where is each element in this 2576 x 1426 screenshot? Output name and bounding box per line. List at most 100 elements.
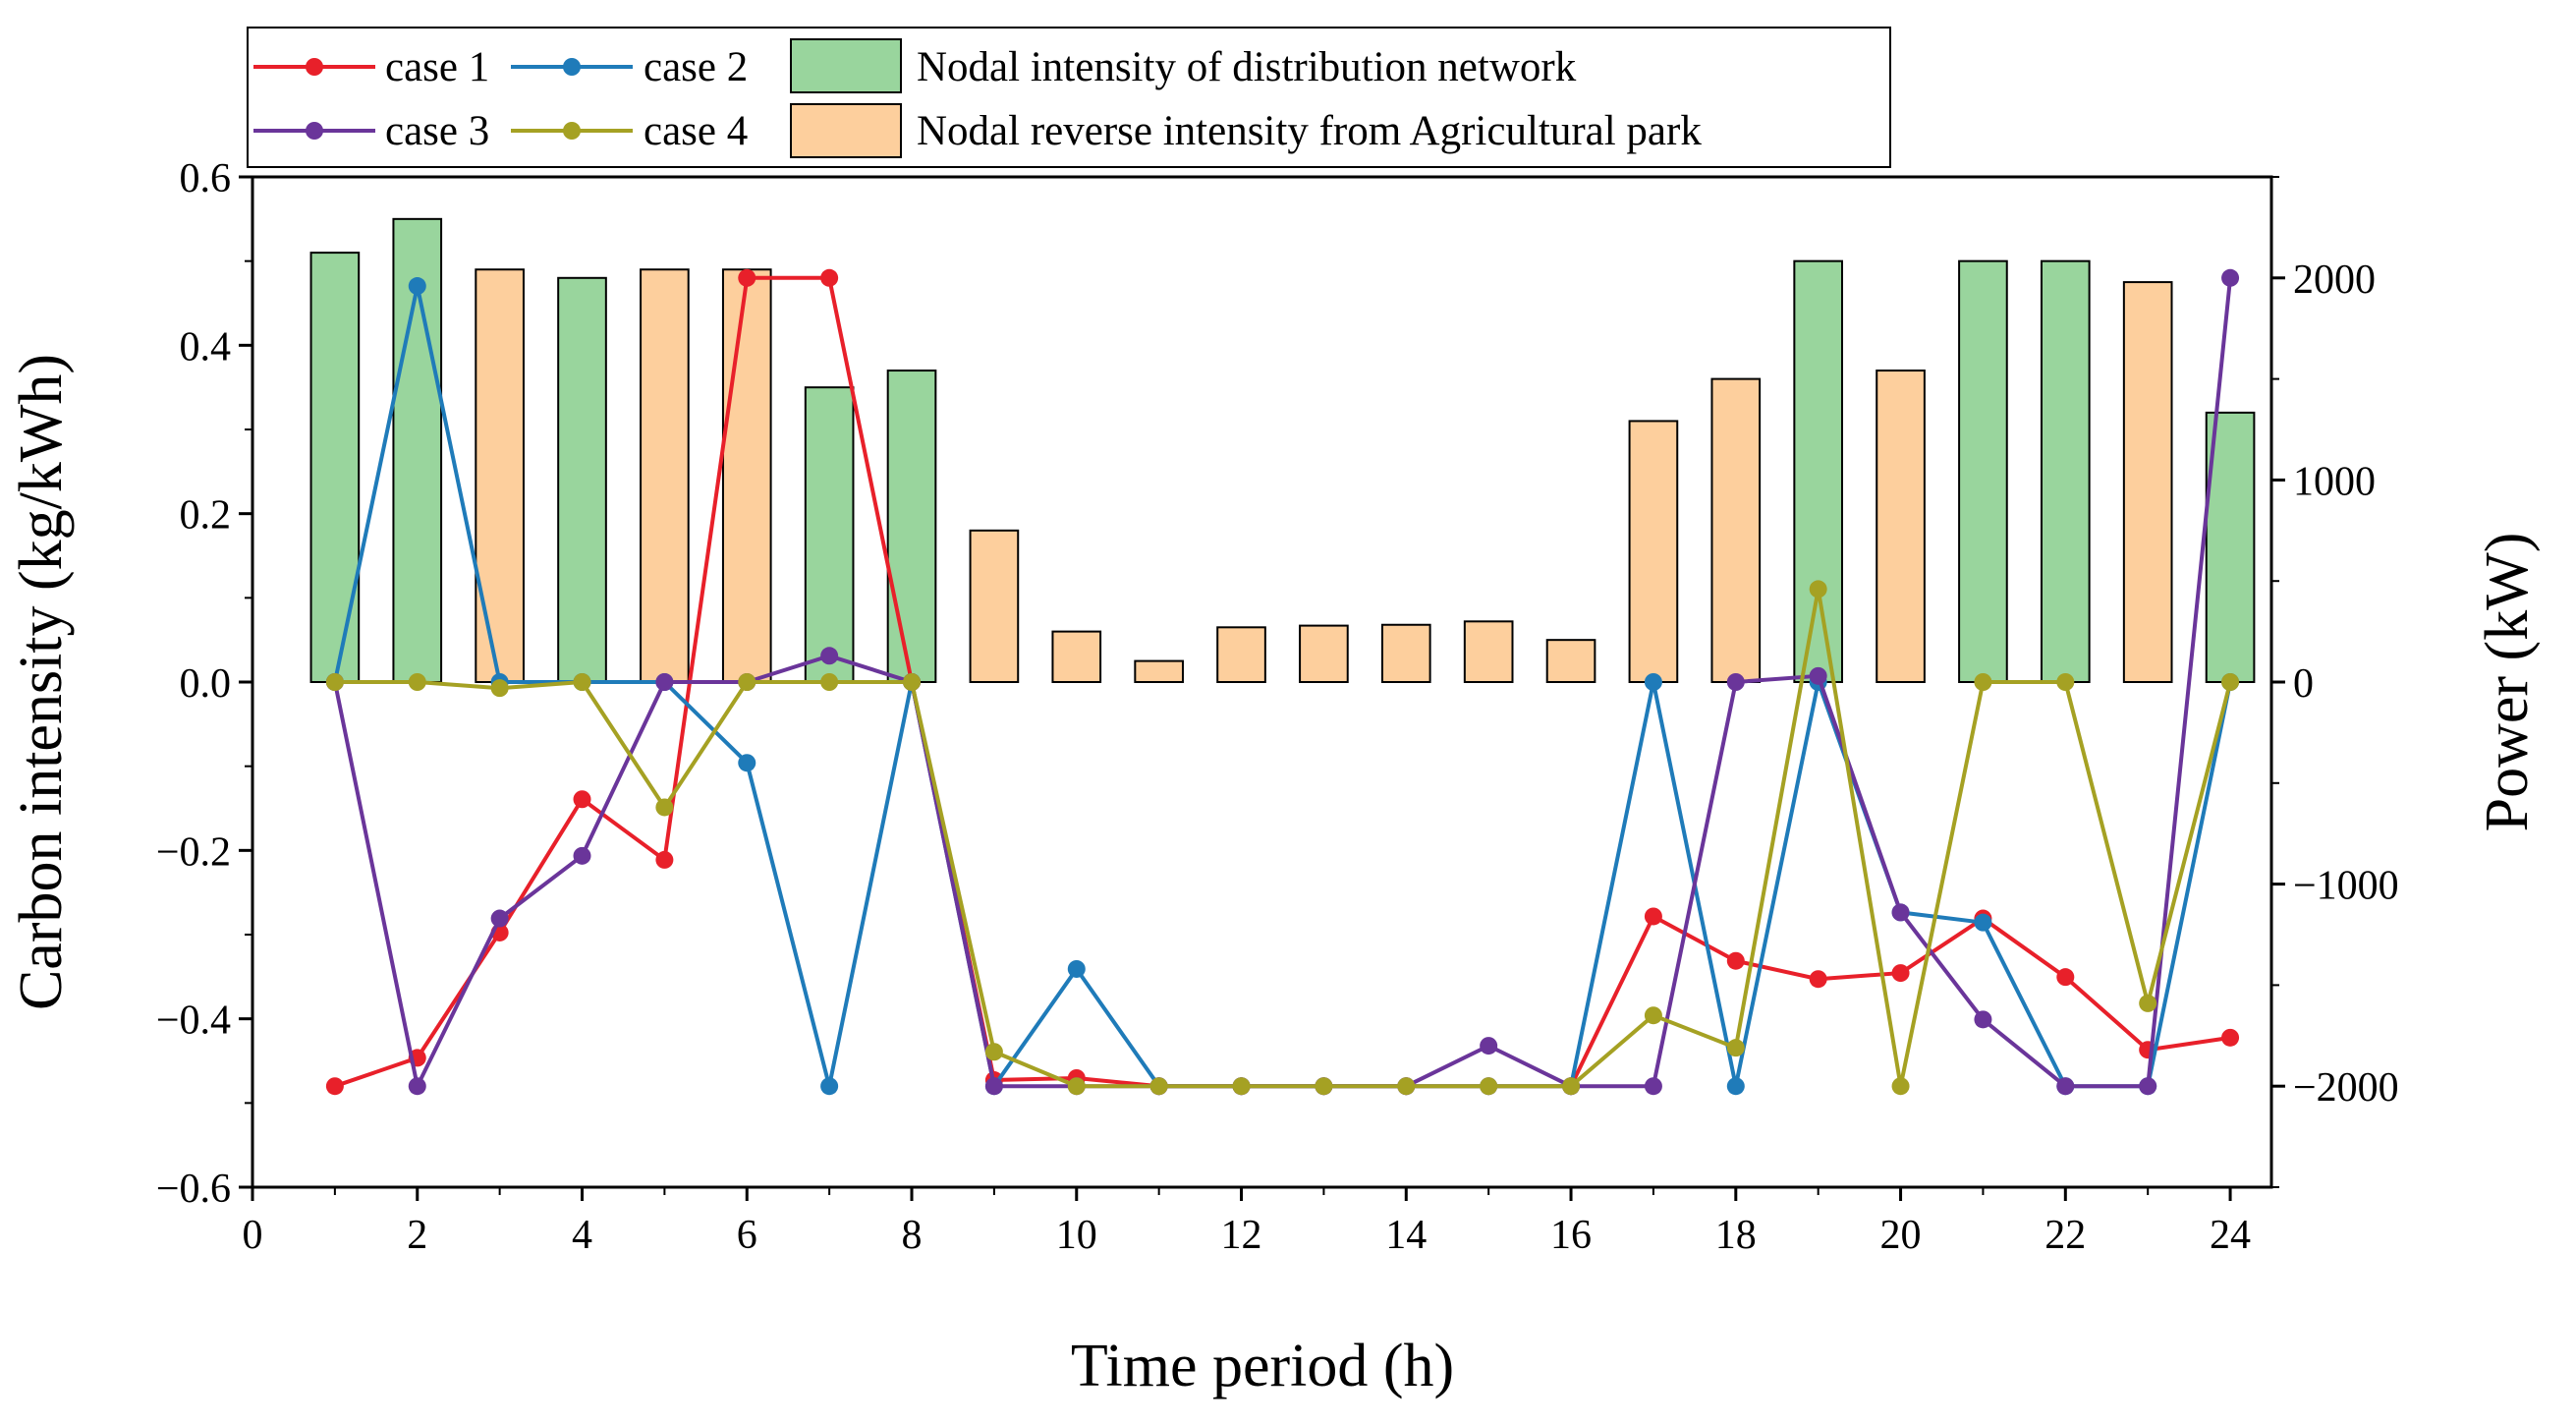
legend-item-nodal-reverse-intensity: Nodal reverse intensity from Agricultura…	[790, 103, 1702, 158]
point-case-3-21	[1974, 1010, 1992, 1029]
point-case-1-1	[325, 1077, 344, 1096]
y-left-tick-label-0: −0.6	[156, 1167, 231, 1212]
bar-nodal-reverse-intensity-from-agricultural-park-16	[1545, 639, 1596, 684]
point-case-4-11	[1149, 1077, 1168, 1096]
bar-nodal-reverse-intensity-from-agricultural-park-14	[1380, 623, 1431, 683]
point-case-1-5	[655, 850, 674, 869]
series-line-case-2	[332, 285, 2233, 1092]
point-case-4-3	[490, 679, 509, 698]
bar-nodal-intensity-of-distribution-network-2	[392, 217, 443, 683]
point-case-3-23	[2139, 1077, 2157, 1096]
point-case-3-7	[820, 647, 839, 665]
y-right-tick-label-1: −1000	[2293, 864, 2399, 909]
point-case-3-22	[2056, 1077, 2075, 1096]
bar-nodal-reverse-intensity-from-agricultural-park-12	[1216, 626, 1266, 683]
legend-label-nodal-reverse-intensity: Nodal reverse intensity from Agricultura…	[917, 108, 1702, 154]
x-tick-label-16: 16	[1550, 1213, 1592, 1258]
point-case-1-7	[820, 268, 839, 287]
y-right-tick-label-3: 1000	[2293, 459, 2376, 504]
point-case-1-24	[2221, 1028, 2240, 1047]
legend-item-case-4: case 4	[511, 108, 748, 154]
point-case-3-20	[1891, 903, 1910, 922]
point-case-4-21	[1974, 673, 1992, 691]
legend-box	[247, 27, 1891, 168]
point-case-4-20	[1891, 1077, 1910, 1096]
bar-nodal-intensity-of-distribution-network-4	[557, 276, 607, 683]
point-case-4-24	[2221, 673, 2240, 691]
x-axis-title: Time period (h)	[1071, 1333, 1454, 1399]
bars-layer	[309, 217, 2256, 684]
point-case-2-10	[1067, 959, 1086, 978]
bar-nodal-intensity-of-distribution-network-1	[309, 252, 361, 683]
y-right-tick-label-2: 0	[2293, 661, 2314, 707]
point-case-4-9	[984, 1043, 1003, 1061]
point-case-1-20	[1891, 964, 1910, 983]
bar-nodal-reverse-intensity-from-agricultural-park-17	[1628, 420, 1679, 683]
legend-item-nodal-intensity: Nodal intensity of distribution network	[790, 38, 1577, 93]
bar-nodal-intensity-of-distribution-network-24	[2205, 411, 2256, 683]
x-tick-label-24: 24	[2210, 1213, 2251, 1258]
bar-nodal-reverse-intensity-from-agricultural-park-23	[2122, 281, 2173, 683]
point-case-1-4	[573, 790, 591, 809]
point-case-1-17	[1644, 907, 1662, 926]
point-case-3-9	[984, 1077, 1003, 1096]
legend-item-case-2: case 2	[511, 44, 748, 90]
point-case-4-17	[1644, 1006, 1662, 1025]
point-case-4-8	[903, 673, 922, 691]
point-case-3-5	[655, 673, 674, 691]
point-case-4-10	[1067, 1077, 1086, 1096]
point-case-1-18	[1726, 951, 1745, 970]
point-case-4-1	[325, 673, 344, 691]
legend-label-case-2: case 2	[644, 44, 748, 90]
point-case-1-19	[1809, 970, 1827, 989]
x-tick-label-12: 12	[1221, 1213, 1262, 1258]
point-case-4-2	[408, 673, 426, 691]
bar-nodal-intensity-of-distribution-network-21	[1958, 259, 2008, 683]
legend-item-case-1: case 1	[253, 44, 489, 90]
bar-nodal-reverse-intensity-from-agricultural-park-6	[721, 268, 772, 683]
point-case-3-15	[1480, 1037, 1498, 1055]
bar-nodal-reverse-intensity-from-agricultural-park-15	[1463, 620, 1514, 684]
bar-nodal-reverse-intensity-from-agricultural-park-18	[1710, 377, 1762, 683]
bar-nodal-intensity-of-distribution-network-19	[1793, 259, 1843, 683]
x-tick-label-2: 2	[407, 1213, 427, 1258]
point-case-4-7	[820, 673, 839, 691]
point-case-4-23	[2139, 994, 2157, 1012]
y-left-tick-label-3: 0.0	[180, 661, 232, 707]
point-case-4-4	[573, 673, 591, 691]
x-tick-label-22: 22	[2044, 1213, 2086, 1258]
y-right-tick-label-4: 2000	[2293, 257, 2376, 303]
bar-nodal-reverse-intensity-from-agricultural-park-20	[1876, 370, 1926, 683]
point-case-4-13	[1315, 1077, 1333, 1096]
series-line-case-4	[334, 589, 2233, 1089]
point-case-3-17	[1644, 1077, 1662, 1096]
legend-item-case-3: case 3	[253, 108, 489, 154]
point-case-2-17	[1644, 673, 1662, 691]
point-case-3-24	[2221, 268, 2240, 287]
ticks-layer: 0 2 4 6 8 10 12 14 16 18 20 22 24−0.6−0.4−0.20.00.20…	[156, 156, 2399, 1258]
bar-nodal-intensity-of-distribution-network-7	[804, 386, 855, 683]
x-tick-label-6: 6	[737, 1213, 757, 1258]
legend-label-nodal-intensity: Nodal intensity of distribution network	[917, 44, 1577, 90]
point-case-3-2	[408, 1077, 426, 1096]
x-tick-label-4: 4	[572, 1213, 592, 1258]
point-case-4-14	[1397, 1077, 1416, 1096]
legend-label-case-1: case 1	[385, 44, 489, 90]
y-left-tick-label-4: 0.2	[180, 493, 232, 539]
x-tick-label-18: 18	[1715, 1213, 1757, 1258]
bar-nodal-reverse-intensity-from-agricultural-park-9	[969, 529, 1020, 683]
bar-nodal-reverse-intensity-from-agricultural-park-11	[1134, 659, 1184, 683]
point-case-3-18	[1726, 673, 1745, 691]
point-case-4-16	[1562, 1077, 1581, 1096]
legend-label-case-3: case 3	[385, 108, 489, 154]
point-case-4-5	[655, 798, 674, 817]
y-axis-left-title: Carbon intensity (kg/kWh)	[8, 354, 75, 1010]
bar-nodal-intensity-of-distribution-network-8	[886, 370, 937, 683]
point-case-4-19	[1809, 580, 1827, 599]
x-tick-label-14: 14	[1385, 1213, 1427, 1258]
point-case-2-21	[1974, 913, 1992, 932]
legend: case 1 case 2 case 3 case 4 Nodal intens…	[247, 27, 1891, 168]
point-case-3-19	[1809, 666, 1827, 685]
lines-layer	[325, 268, 2240, 1096]
